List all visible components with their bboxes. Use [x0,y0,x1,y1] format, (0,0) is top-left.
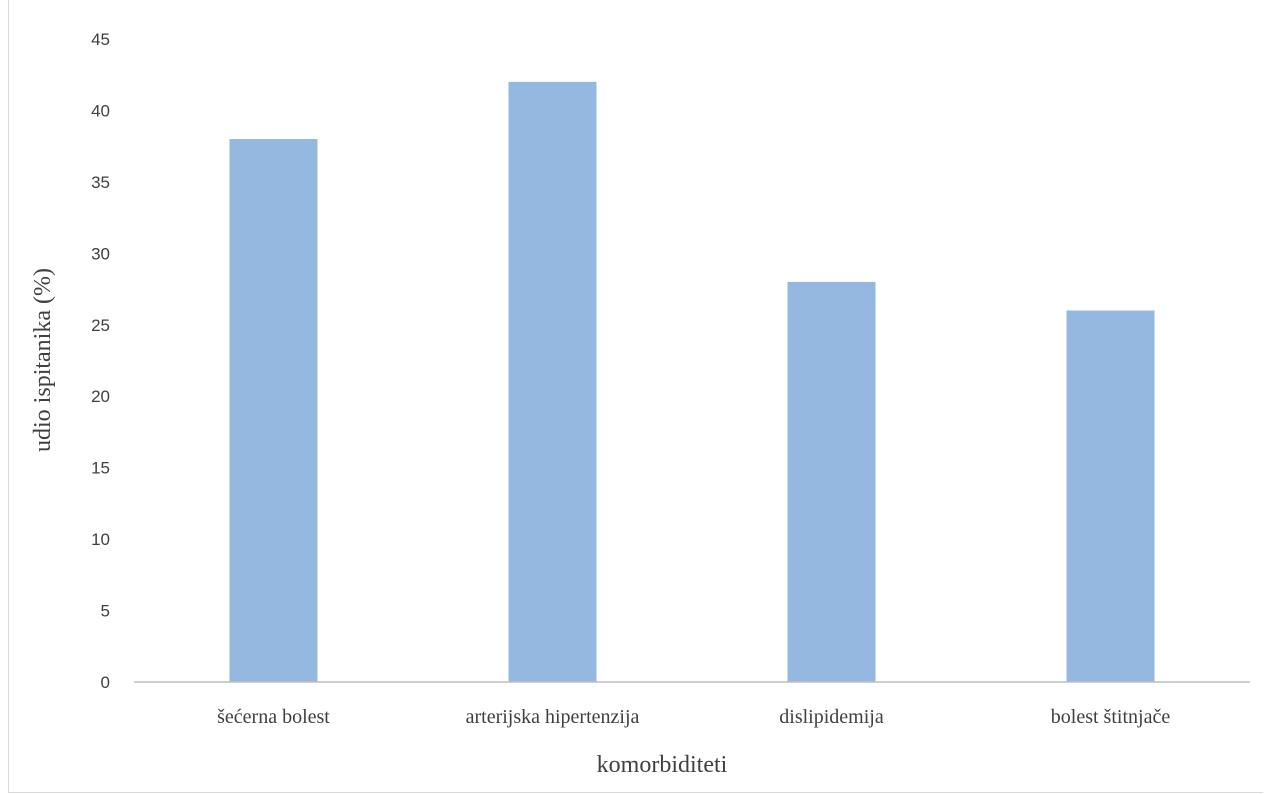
y-tick-label: 5 [101,602,110,621]
y-tick-label: 20 [91,387,110,406]
bar [508,81,597,682]
x-tick-label: šećerna bolest [217,706,330,728]
y-tick-label: 10 [91,530,110,549]
x-tick-label: bolest štitnjače [1051,706,1171,728]
y-tick-label: 30 [91,244,110,263]
y-axis-ticks: 0 5 10 15 20 25 30 35 40 45 [91,30,110,692]
y-tick-label: 0 [101,673,110,692]
x-tick-label: arterijska hipertenzija [466,706,640,728]
chart-frame [8,0,1263,793]
y-tick-label: 40 [91,101,110,120]
bars [229,81,1155,682]
y-tick-label: 35 [91,173,110,192]
y-axis-title: udio ispitanika (%) [30,268,56,452]
x-axis-title: komorbiditeti [597,752,728,778]
y-tick-label: 15 [91,459,110,478]
x-tick-label: dislipidemija [779,706,884,728]
x-axis-labels: šećerna bolest arterijska hipertenzija dis… [217,706,1170,728]
y-tick-label: 25 [91,316,110,335]
bar [1066,310,1155,682]
bar [787,281,876,682]
bar [229,139,318,682]
y-tick-label: 45 [91,30,110,49]
